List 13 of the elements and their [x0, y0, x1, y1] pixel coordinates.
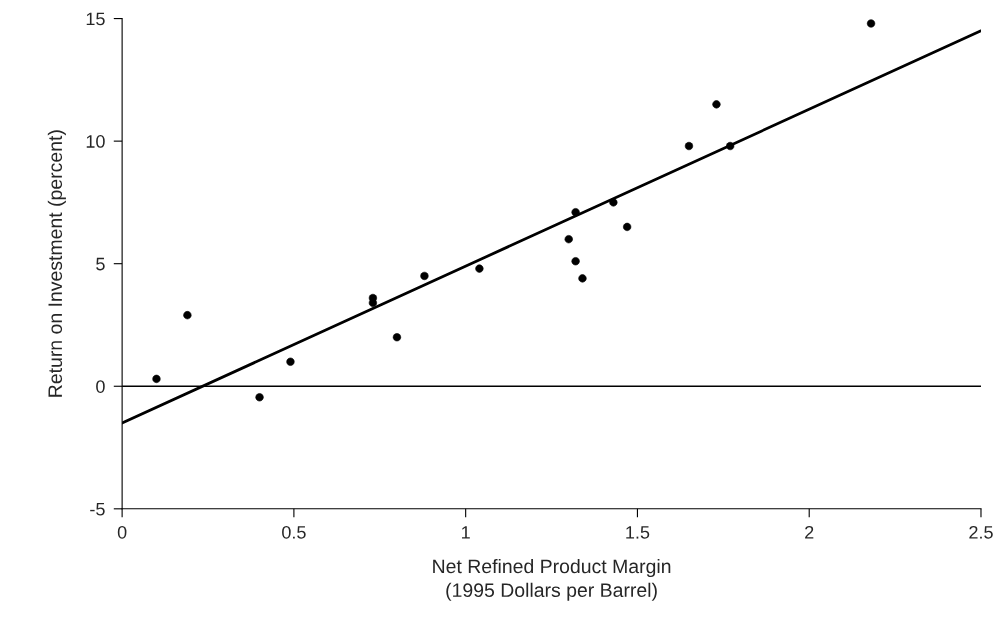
- x-axis-title: Net Refined Product Margin (1995 Dollars per Barrel): [433, 558, 671, 601]
- x-tick-label: 1.5: [626, 526, 650, 539]
- x-tick-label: 1: [462, 526, 470, 539]
- y-tick-label: 10: [86, 135, 105, 148]
- x-tick-label: 0: [117, 525, 127, 539]
- y-tick-label: 5: [96, 257, 105, 271]
- y-tick-label: 15: [86, 12, 105, 26]
- y-tick-label: -5: [90, 502, 105, 516]
- y-tick-label: 0: [96, 380, 105, 393]
- x-tick-label: 2: [805, 525, 814, 539]
- y-axis-title: Return on Investment (percent): [47, 130, 66, 397]
- x-tick-label: 2.5: [969, 525, 993, 539]
- x-tick-label: 0.5: [282, 525, 306, 539]
